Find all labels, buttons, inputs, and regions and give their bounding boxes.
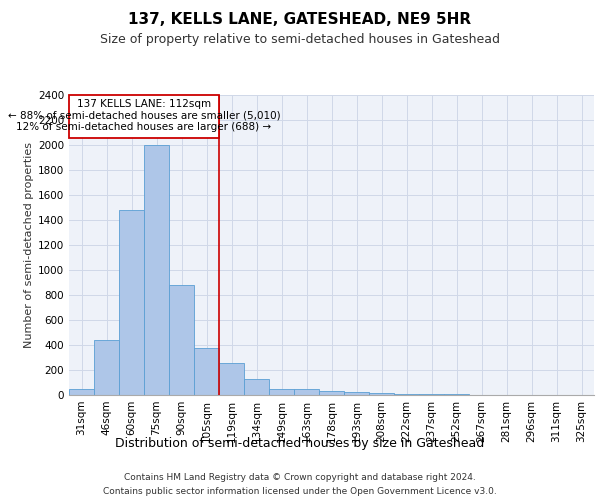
Bar	[319, 391, 344, 395]
Text: 137 KELLS LANE: 112sqm: 137 KELLS LANE: 112sqm	[77, 98, 211, 108]
Bar	[444, 394, 469, 395]
Bar	[269, 390, 294, 395]
Bar	[244, 379, 269, 395]
Text: Distribution of semi-detached houses by size in Gateshead: Distribution of semi-detached houses by …	[115, 438, 485, 450]
Bar	[394, 394, 419, 395]
Text: 137, KELLS LANE, GATESHEAD, NE9 5HR: 137, KELLS LANE, GATESHEAD, NE9 5HR	[128, 12, 472, 28]
Bar	[219, 363, 244, 395]
Text: Contains HM Land Registry data © Crown copyright and database right 2024.: Contains HM Land Registry data © Crown c…	[124, 472, 476, 482]
Bar	[344, 392, 369, 395]
Bar	[194, 348, 219, 395]
Y-axis label: Number of semi-detached properties: Number of semi-detached properties	[24, 142, 34, 348]
Bar	[69, 390, 94, 395]
Bar	[144, 145, 169, 395]
Bar	[119, 210, 144, 395]
Bar	[94, 340, 119, 395]
Bar	[369, 392, 394, 395]
Bar	[419, 394, 444, 395]
Text: Contains public sector information licensed under the Open Government Licence v3: Contains public sector information licen…	[103, 488, 497, 496]
Text: ← 88% of semi-detached houses are smaller (5,010): ← 88% of semi-detached houses are smalle…	[8, 110, 280, 120]
Text: 12% of semi-detached houses are larger (688) →: 12% of semi-detached houses are larger (…	[16, 122, 272, 132]
Bar	[169, 285, 194, 395]
Bar	[294, 390, 319, 395]
Text: Size of property relative to semi-detached houses in Gateshead: Size of property relative to semi-detach…	[100, 32, 500, 46]
Bar	[69, 95, 219, 138]
